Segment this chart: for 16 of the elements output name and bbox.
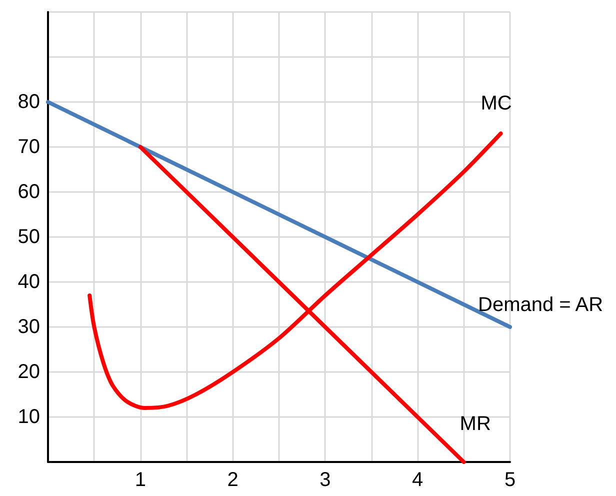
y-tick-label: 80 — [18, 91, 40, 113]
x-tick-label: 2 — [227, 469, 238, 491]
y-tick-label: 70 — [18, 136, 40, 158]
y-tick-label: 50 — [18, 226, 40, 248]
x-tick-label: 3 — [320, 469, 331, 491]
series-label: MC — [480, 92, 512, 114]
x-tick-label: 1 — [134, 469, 146, 491]
series-label: Demand = AR — [478, 294, 604, 316]
y-tick-label: 30 — [18, 316, 40, 338]
x-tick-label: 5 — [504, 469, 516, 491]
x-tick-label: 4 — [412, 469, 424, 491]
y-tick-label: 40 — [18, 271, 40, 293]
y-tick-label: 10 — [18, 406, 40, 428]
y-tick-label: 20 — [18, 361, 40, 383]
series-label: MR — [460, 413, 491, 435]
y-tick-label: 60 — [18, 181, 40, 203]
